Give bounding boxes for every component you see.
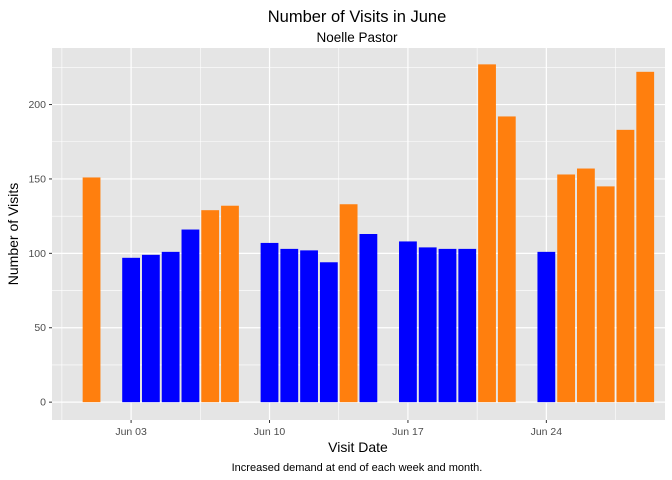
y-tick-label: 0 — [40, 397, 46, 409]
bar — [82, 177, 101, 403]
bar — [181, 229, 200, 403]
bar — [497, 116, 516, 403]
y-tick-label: 150 — [28, 173, 46, 185]
bar — [201, 210, 220, 403]
bar — [319, 262, 338, 403]
bar — [557, 174, 576, 403]
x-tick-label: Jun 24 — [531, 426, 563, 438]
y-axis-label: Number of Visits — [5, 183, 21, 285]
bar — [458, 248, 477, 403]
x-axis: Jun 03 Jun 10 Jun 17 Jun 24 — [115, 420, 562, 438]
y-tick-label: 100 — [28, 248, 46, 260]
bar — [141, 254, 160, 403]
x-tick-label: Jun 03 — [115, 426, 147, 438]
y-axis: 0 50 100 150 200 — [28, 99, 52, 409]
bar — [221, 205, 239, 403]
bar — [280, 248, 299, 403]
bar — [260, 242, 279, 403]
bar — [596, 186, 615, 403]
chart-title: Number of Visits in June — [268, 8, 447, 26]
bar — [438, 248, 457, 403]
chart-subtitle: Noelle Pastor — [316, 30, 398, 45]
bar — [339, 204, 358, 403]
chart-caption: Increased demand at end of each week and… — [232, 462, 483, 474]
bar — [300, 250, 318, 403]
x-axis-label: Visit Date — [328, 439, 388, 455]
x-tick-label: Jun 17 — [392, 426, 424, 438]
bar — [122, 257, 140, 403]
bar — [478, 64, 496, 403]
bar — [399, 241, 417, 403]
x-tick-label: Jun 10 — [254, 426, 286, 438]
bars — [82, 64, 655, 403]
bar — [161, 251, 180, 403]
bar — [616, 129, 635, 403]
bar — [636, 71, 655, 403]
y-tick-label: 50 — [34, 322, 46, 334]
bar — [359, 234, 378, 403]
bar — [418, 247, 437, 403]
bar — [537, 251, 556, 403]
y-tick-label: 200 — [28, 99, 46, 111]
bar — [577, 168, 595, 403]
